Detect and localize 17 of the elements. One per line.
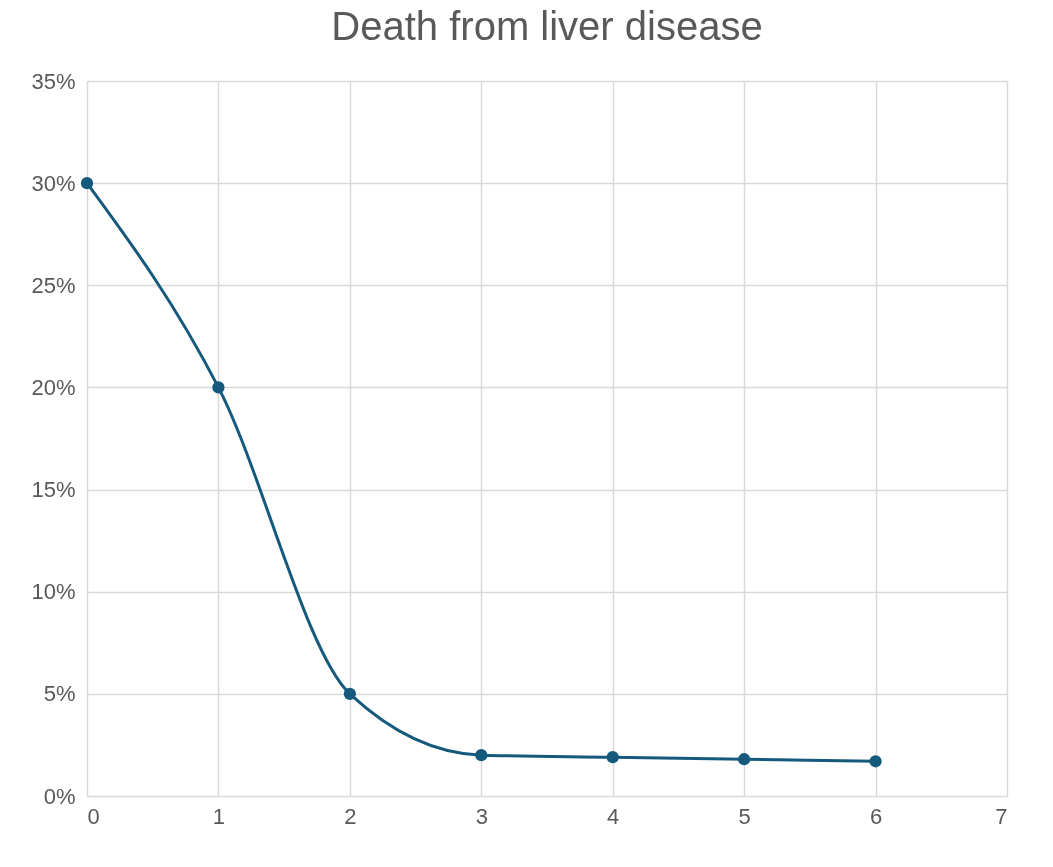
- y-tick-label: 10%: [31, 579, 76, 605]
- y-tick-label: 5%: [43, 681, 76, 707]
- x-tick-label: 1: [212, 803, 226, 829]
- y-tick-label: 30%: [31, 170, 76, 196]
- y-tick-label: 35%: [31, 68, 76, 94]
- chart-title: Death from liver disease: [331, 4, 763, 48]
- x-tick-label: 3: [475, 803, 488, 829]
- x-tick-label: 4: [607, 803, 620, 829]
- x-tick-label: 7: [995, 803, 1008, 829]
- y-tick-label: 0%: [43, 783, 76, 809]
- x-tick-label: 2: [344, 803, 357, 829]
- y-tick-label: 15%: [31, 477, 76, 503]
- y-tick-label: 25%: [31, 272, 76, 298]
- x-tick-label: 5: [738, 803, 751, 829]
- x-tick-label: 0: [87, 803, 100, 829]
- y-tick-label: 20%: [31, 374, 76, 400]
- x-tick-label: 6: [869, 803, 883, 829]
